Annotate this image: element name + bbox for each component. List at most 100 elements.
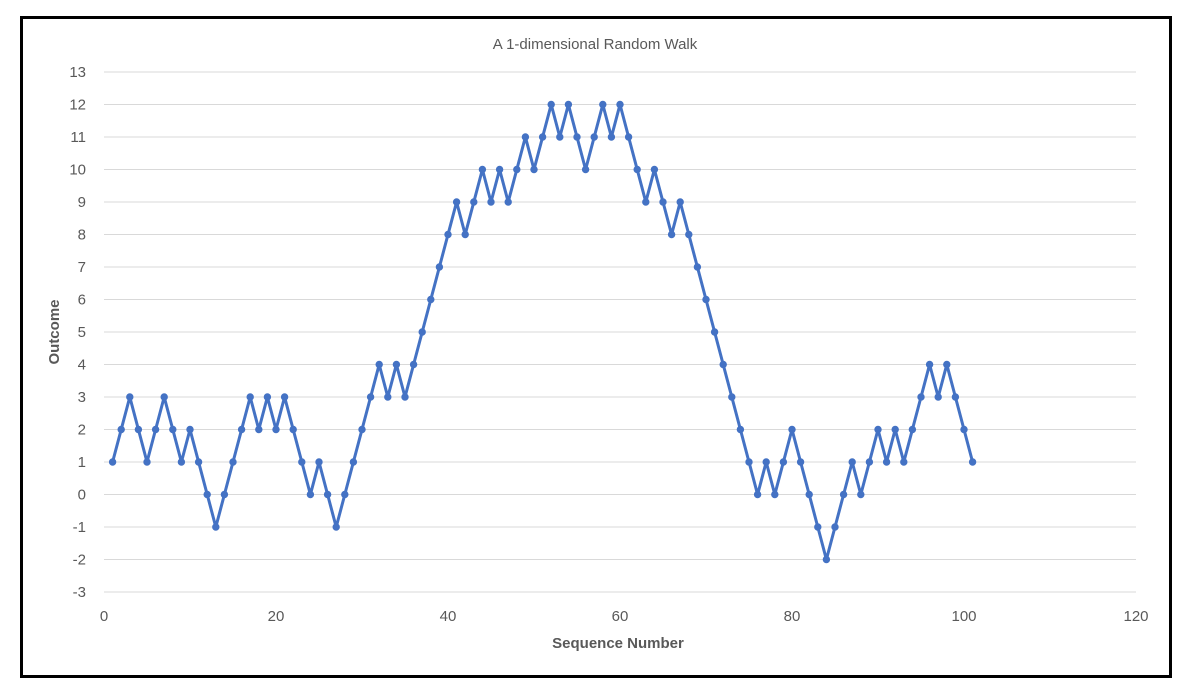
y-tick-label: 9	[78, 194, 86, 211]
data-point	[650, 165, 659, 174]
data-point	[857, 490, 865, 499]
x-axis-label: Sequence Number	[552, 635, 684, 652]
y-tick-label: -2	[73, 552, 86, 569]
y-axis-label: Outcome	[46, 299, 63, 364]
data-point	[934, 393, 942, 401]
data-point	[495, 165, 504, 174]
data-point	[968, 458, 977, 466]
data-point	[263, 393, 272, 401]
data-point	[960, 425, 968, 434]
data-point	[581, 165, 590, 174]
data-point	[710, 328, 719, 336]
data-point	[951, 393, 960, 401]
data-point	[633, 165, 641, 174]
data-point	[108, 458, 117, 466]
data-point	[280, 393, 289, 401]
data-point	[822, 555, 831, 564]
x-tick-label: 0	[100, 608, 108, 625]
grid	[104, 71, 1136, 593]
y-tick-label: 0	[78, 487, 86, 504]
data-point	[332, 523, 340, 531]
data-point	[745, 458, 753, 466]
data-point	[220, 490, 229, 499]
data-point	[624, 133, 633, 141]
y-tick-label: 13	[69, 64, 86, 81]
data-point	[358, 425, 366, 434]
data-point	[728, 393, 736, 401]
data-point	[590, 133, 598, 141]
data-point	[693, 263, 702, 271]
data-point	[435, 263, 444, 271]
x-tick-label: 60	[612, 608, 629, 625]
x-tick-label: 120	[1123, 608, 1148, 625]
data-point	[237, 425, 246, 434]
data-point	[788, 425, 796, 434]
data-point	[882, 458, 891, 466]
data-point	[461, 230, 469, 239]
data-point	[478, 165, 487, 174]
data-point	[891, 425, 899, 434]
data-point	[126, 393, 134, 401]
data-point	[289, 425, 297, 434]
data-point	[719, 360, 727, 369]
data-point	[323, 490, 332, 499]
data-point	[246, 393, 254, 401]
data-point	[831, 523, 839, 531]
data-point	[874, 425, 882, 434]
data-point	[504, 198, 512, 206]
x-tick-label: 100	[951, 608, 976, 625]
data-point	[418, 328, 426, 336]
data-point	[917, 393, 925, 401]
data-point	[607, 133, 616, 141]
y-tick-label: 7	[78, 259, 86, 276]
data-point	[375, 360, 383, 369]
data-point	[779, 458, 788, 466]
y-tick-label: 12	[69, 97, 86, 114]
data-point	[805, 490, 813, 499]
data-point	[659, 198, 667, 206]
y-tick-label: 4	[78, 357, 86, 374]
data-point	[315, 458, 323, 466]
data-point	[556, 133, 564, 141]
chart-title: A 1-dimensional Random Walk	[493, 36, 698, 53]
data-point	[298, 458, 306, 466]
y-tick-label: -1	[73, 519, 86, 536]
data-point	[444, 230, 452, 239]
data-point	[160, 393, 168, 401]
y-tick-label: 5	[78, 324, 86, 341]
data-point	[616, 100, 624, 109]
data-point	[839, 490, 848, 499]
data-point	[736, 425, 745, 434]
data-point	[521, 133, 530, 141]
data-point	[848, 458, 856, 466]
data-point	[341, 490, 349, 499]
data-point	[762, 458, 770, 466]
data-point	[865, 458, 874, 466]
data-point	[349, 458, 358, 466]
data-point	[143, 458, 151, 466]
data-point	[409, 360, 418, 369]
data-point	[943, 360, 951, 369]
data-point	[229, 458, 237, 466]
data-point	[186, 425, 194, 434]
data-point	[134, 425, 143, 434]
data-point	[642, 198, 650, 206]
y-tick-label: 11	[70, 129, 86, 146]
data-point	[487, 198, 495, 206]
data-point	[212, 523, 220, 531]
data-point	[470, 198, 478, 206]
x-tick-label: 80	[784, 608, 801, 625]
data-point	[925, 360, 934, 369]
data-point	[384, 393, 392, 401]
y-tick-label: 8	[78, 227, 86, 244]
data-point	[702, 295, 710, 304]
data-point	[513, 165, 521, 174]
x-tick-label: 20	[268, 608, 285, 625]
data-point	[427, 295, 435, 304]
data-point	[814, 523, 822, 531]
data-markers	[108, 100, 977, 564]
data-point	[169, 425, 177, 434]
x-axis-ticks: 0 20 40 60 80 100 120	[100, 608, 1149, 625]
